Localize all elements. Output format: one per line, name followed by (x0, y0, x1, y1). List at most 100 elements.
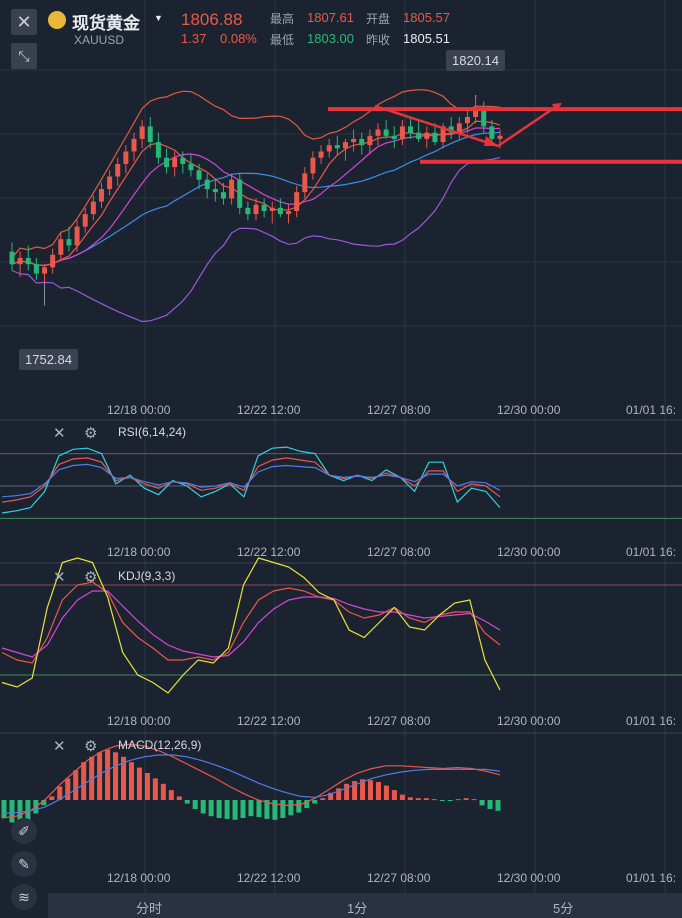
macd-bar (176, 796, 182, 800)
candle-body (489, 126, 495, 139)
series-line-rsi6 (1, 446, 501, 514)
macd-bar (113, 752, 119, 800)
candle-body (351, 138, 357, 143)
tab-5min[interactable]: 5分 (553, 901, 574, 916)
candle-body (25, 257, 31, 265)
macd-bar (487, 800, 493, 809)
macd-bar (431, 799, 437, 801)
settings-kdj-icon[interactable]: ⚙ (84, 569, 98, 586)
low-label: 最低 (270, 33, 295, 47)
macd-bar (184, 800, 190, 804)
instrument-name[interactable]: 现货黄金 (72, 14, 140, 33)
macd-bar (73, 770, 79, 800)
macd-bar (447, 800, 453, 801)
macd-bar (128, 762, 134, 800)
x-tick-label: 12/18 00:00 (107, 545, 171, 559)
max-price-label: 1820.14 (446, 50, 505, 71)
macd-bar (423, 798, 429, 800)
candle-body (464, 116, 470, 124)
x-tick-label: 12/22 12:00 (237, 545, 301, 559)
min-price-label: 1752.84 (19, 349, 78, 370)
close-rsi-icon[interactable]: ✕ (53, 425, 66, 442)
candle-body (74, 226, 80, 246)
candle-body (416, 132, 422, 139)
macd-dea-line (1, 754, 501, 815)
candle-body (229, 179, 235, 199)
settings-macd-icon[interactable]: ⚙ (84, 738, 98, 755)
candle-body (196, 170, 202, 180)
macd-bar (49, 796, 55, 800)
macd-bar (1, 800, 7, 818)
macd-bar (296, 800, 302, 813)
candle-body (98, 189, 104, 202)
macd-bar (65, 778, 71, 800)
candle-body (302, 173, 308, 193)
indicator-tool-button[interactable]: ≋ (11, 884, 37, 910)
low-value: 1803.00 (307, 31, 354, 46)
macd-bar (41, 800, 47, 806)
close-macd-icon[interactable]: ✕ (53, 738, 66, 755)
candle-body (17, 257, 23, 265)
candle-body (481, 107, 487, 127)
candle-body (277, 207, 283, 215)
candle-body (58, 239, 64, 255)
symbol-label: XAUUSD (74, 33, 125, 47)
macd-bar (152, 778, 158, 800)
candle-body (253, 204, 259, 215)
candle-body (50, 254, 56, 268)
tab-1min[interactable]: 1分 (347, 901, 368, 916)
open-value: 1805.57 (403, 10, 450, 25)
candle-body (286, 210, 292, 215)
macd-bar (399, 794, 405, 800)
price-change-pct: 0.08% (220, 31, 257, 46)
macd-bar (439, 800, 445, 801)
brush-tool-button[interactable]: ✐ (11, 818, 37, 844)
pen-tool-button[interactable]: ✎ (11, 851, 37, 877)
settings-rsi-icon[interactable]: ⚙ (84, 425, 98, 442)
macd-bar (407, 797, 413, 800)
candle-body (334, 145, 340, 149)
tab-timeshare[interactable]: 分时 (136, 901, 163, 916)
candle-body (383, 129, 389, 136)
candle-body (326, 145, 332, 152)
x-tick-label: 12/22 12:00 (237, 714, 301, 728)
macd-bar (105, 749, 111, 800)
chevron-down-icon[interactable]: ▼ (154, 13, 163, 23)
candle-body (408, 126, 414, 133)
candle-body (147, 126, 153, 143)
macd-bar (280, 800, 286, 818)
x-tick-label: 12/18 00:00 (107, 403, 171, 417)
macd-bar (360, 779, 366, 800)
timeframe-tabs: 分时 1分 5分 (48, 893, 682, 918)
macd-bar (272, 800, 278, 820)
macd-bar (208, 800, 214, 817)
bollinger-lower-line (11, 156, 501, 323)
collapse-button[interactable]: ⤡ (11, 43, 37, 69)
high-label: 最高 (270, 12, 295, 26)
close-chart-button[interactable]: ✕ (11, 9, 37, 35)
candle-body (164, 157, 170, 168)
macd-bar (471, 799, 477, 801)
macd-bar (57, 786, 63, 800)
candle-body (115, 163, 121, 177)
candle-body (456, 123, 462, 133)
candle-body (261, 204, 267, 211)
drawing-annotations[interactable] (328, 102, 682, 164)
gold-coin-icon (48, 11, 66, 29)
macd-bar (17, 800, 23, 827)
macd-bar (479, 800, 485, 806)
rsi-panel (0, 446, 682, 519)
candle-body (440, 126, 446, 143)
close-kdj-icon[interactable]: ✕ (53, 569, 66, 586)
macd-bar (9, 800, 15, 823)
macd-bar (312, 800, 318, 804)
kdj-title: KDJ(9,3,3) (118, 569, 176, 583)
x-tick-label: 01/01 16: (626, 403, 676, 417)
down-arrow-head (484, 136, 498, 146)
macd-bar (264, 800, 270, 819)
collapse-icon: ⤡ (18, 48, 30, 64)
high-value: 1807.61 (307, 10, 354, 25)
series-line-j (1, 557, 501, 694)
macd-bar (320, 798, 326, 800)
